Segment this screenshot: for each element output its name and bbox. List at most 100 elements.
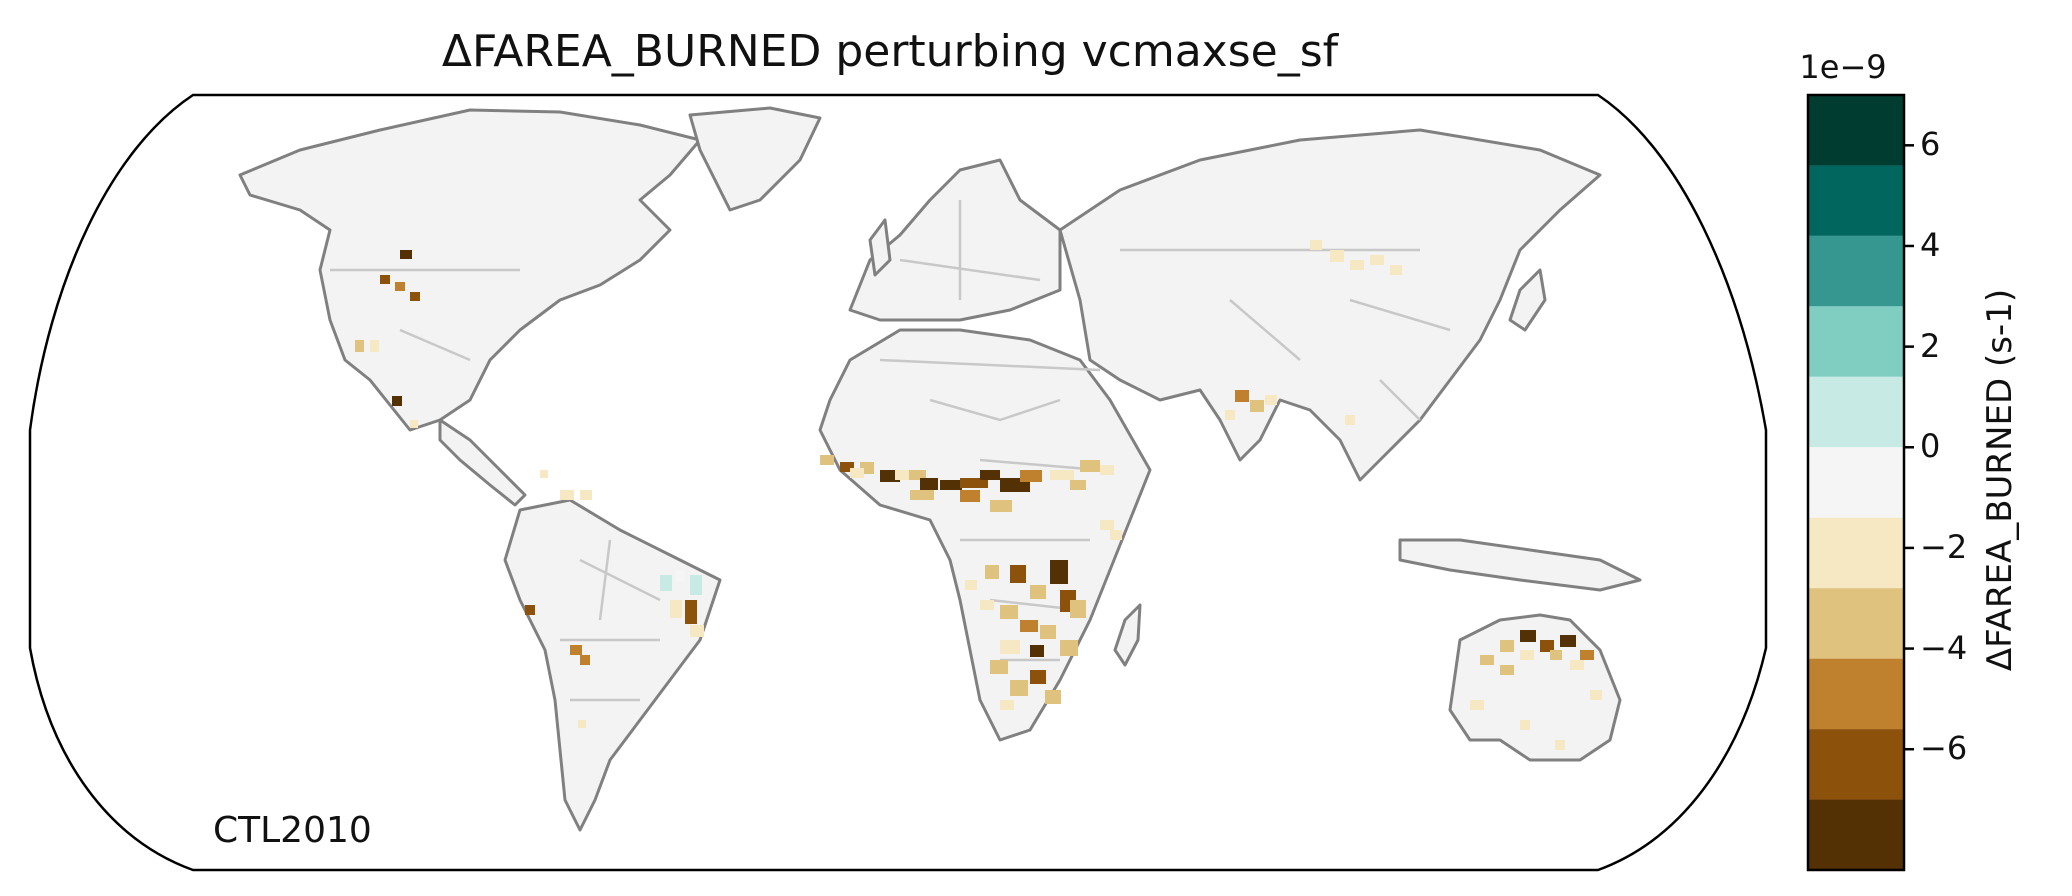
data-cell — [1520, 720, 1530, 730]
data-cell — [1550, 650, 1562, 660]
data-cell — [1045, 690, 1061, 704]
data-cell — [1265, 395, 1277, 405]
land-masses — [238, 106, 1642, 832]
colorbar-tick-label: −4 — [1920, 628, 1968, 667]
data-cell — [1050, 470, 1074, 480]
data-cell — [920, 478, 938, 490]
europe — [848, 158, 1062, 322]
colorbar-label: ΔFAREA_BURNED (s-1) — [1980, 288, 2020, 672]
colorbar-tick-label: 6 — [1920, 125, 1941, 164]
data-cell — [1540, 640, 1554, 652]
data-cell — [685, 600, 697, 624]
data-cell — [410, 292, 420, 301]
data-cell — [1590, 690, 1602, 700]
colorbar-tick-label: 0 — [1920, 427, 1941, 466]
data-cell — [980, 470, 1000, 480]
data-cell — [850, 468, 864, 478]
data-cell — [1050, 560, 1068, 584]
data-cell — [820, 455, 834, 465]
data-cell — [895, 470, 909, 480]
data-cell — [1390, 265, 1402, 275]
colorbar-tick-label: −2 — [1920, 527, 1968, 566]
africa — [818, 328, 1152, 742]
data-cell — [990, 660, 1008, 674]
data-cell — [670, 600, 682, 618]
data-cell — [580, 490, 592, 500]
data-cell — [400, 250, 412, 259]
data-cell — [1570, 660, 1584, 670]
data-cell — [910, 490, 934, 500]
data-cell — [1235, 390, 1249, 402]
data-cell — [1555, 740, 1565, 750]
data-cell — [960, 490, 980, 502]
data-cell — [1030, 645, 1044, 657]
data-cell — [1030, 670, 1046, 684]
data-cell — [690, 575, 702, 595]
data-cell — [1500, 640, 1514, 652]
data-cell — [940, 480, 962, 490]
data-cell — [1520, 650, 1534, 660]
map-title: ΔFAREA_BURNED perturbing vcmaxse_sf — [441, 26, 1339, 77]
data-cell — [525, 605, 535, 615]
data-cell — [380, 275, 390, 284]
data-cell — [1010, 680, 1028, 696]
central-america — [438, 418, 527, 507]
data-cell — [1000, 700, 1014, 710]
colorbar-multiplier: 1e−9 — [1799, 48, 1887, 86]
data-cell — [675, 570, 685, 582]
data-cell — [1580, 650, 1594, 660]
data-cell — [578, 720, 586, 728]
data-cell — [965, 580, 977, 590]
colorbar-tick-label: 2 — [1920, 326, 1941, 365]
data-cell — [1470, 700, 1484, 710]
data-cell — [1110, 530, 1122, 540]
data-cell — [1000, 640, 1020, 654]
data-cell — [540, 470, 548, 478]
data-cell — [1070, 480, 1086, 490]
data-cell — [1500, 665, 1514, 675]
data-cell — [1060, 640, 1078, 656]
indonesia — [1398, 538, 1642, 592]
data-cell — [560, 490, 574, 500]
data-cell — [1330, 250, 1344, 262]
data-cell — [1070, 600, 1086, 618]
data-cell — [1345, 415, 1355, 425]
data-cell — [395, 282, 405, 291]
data-cell — [1100, 465, 1114, 475]
colorbar-tick-label: −6 — [1920, 729, 1968, 768]
japan — [1508, 268, 1547, 332]
data-cell — [900, 470, 926, 480]
data-cell — [1040, 625, 1056, 639]
data-cell — [1520, 630, 1536, 642]
data-cell — [410, 420, 418, 428]
data-cell — [1310, 240, 1322, 250]
run-label: CTL2010 — [213, 810, 372, 851]
data-cell — [1020, 620, 1038, 632]
data-cell — [355, 340, 364, 352]
country-borders — [330, 200, 1451, 702]
data-cells — [355, 240, 1602, 750]
data-cell — [690, 625, 704, 637]
data-cell — [1020, 470, 1042, 482]
data-cell — [1250, 400, 1264, 412]
data-cell — [1560, 635, 1576, 647]
madagascar — [1113, 603, 1142, 667]
data-cell — [392, 396, 402, 406]
data-cell — [840, 462, 854, 472]
data-cell — [580, 655, 590, 665]
data-cell — [980, 600, 994, 610]
data-cell — [570, 645, 582, 655]
data-cell — [660, 575, 672, 591]
uk — [868, 218, 892, 277]
data-cell — [960, 478, 988, 488]
data-cell — [1010, 565, 1026, 583]
data-cell — [1350, 260, 1364, 270]
data-cell — [1100, 520, 1114, 530]
data-cell — [1370, 255, 1384, 265]
australia — [1448, 613, 1622, 762]
data-cell — [1225, 410, 1235, 420]
asia — [1058, 128, 1602, 482]
data-cell — [370, 340, 379, 352]
data-cell — [1480, 655, 1494, 665]
